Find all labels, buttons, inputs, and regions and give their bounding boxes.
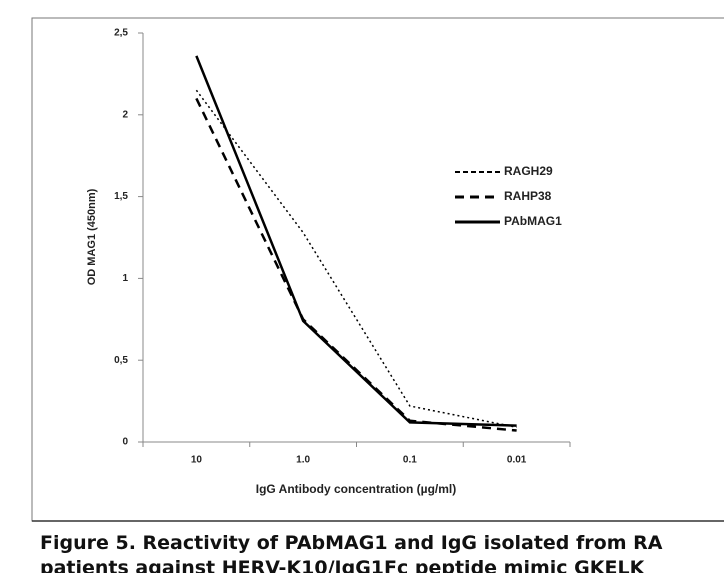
y-tick-label: 2,5 — [114, 28, 128, 39]
legend-label: PAbMAG1 — [504, 214, 562, 228]
series-line — [195, 89, 517, 429]
caption-line: Figure 5. Reactivity of PAbMAG1 and IgG … — [40, 532, 663, 554]
x-axis-label: IgG Antibody concentration (µg/ml) — [256, 482, 456, 496]
y-tick-label: 1,5 — [114, 191, 128, 202]
legend-label: RAHP38 — [504, 189, 552, 203]
figure-frame — [31, 17, 724, 522]
legend-label: RAGH29 — [504, 164, 553, 178]
series-line — [195, 55, 517, 427]
caption-line: patients against HERV-K10/IgG1Fc peptide… — [40, 557, 645, 573]
x-tick-label: 1.0 — [296, 455, 310, 466]
series-line — [195, 97, 517, 432]
y-axis-label: OD MAG1 (450nm) — [86, 188, 98, 285]
y-tick-label: 0 — [122, 437, 128, 448]
x-tick-label: 10 — [191, 455, 203, 466]
y-tick-label: 1 — [122, 273, 128, 284]
x-tick-label: 0.01 — [507, 455, 527, 466]
y-tick-label: 2 — [122, 109, 128, 120]
y-tick-label: 0,5 — [114, 355, 128, 366]
x-tick-label: 0.1 — [403, 455, 417, 466]
